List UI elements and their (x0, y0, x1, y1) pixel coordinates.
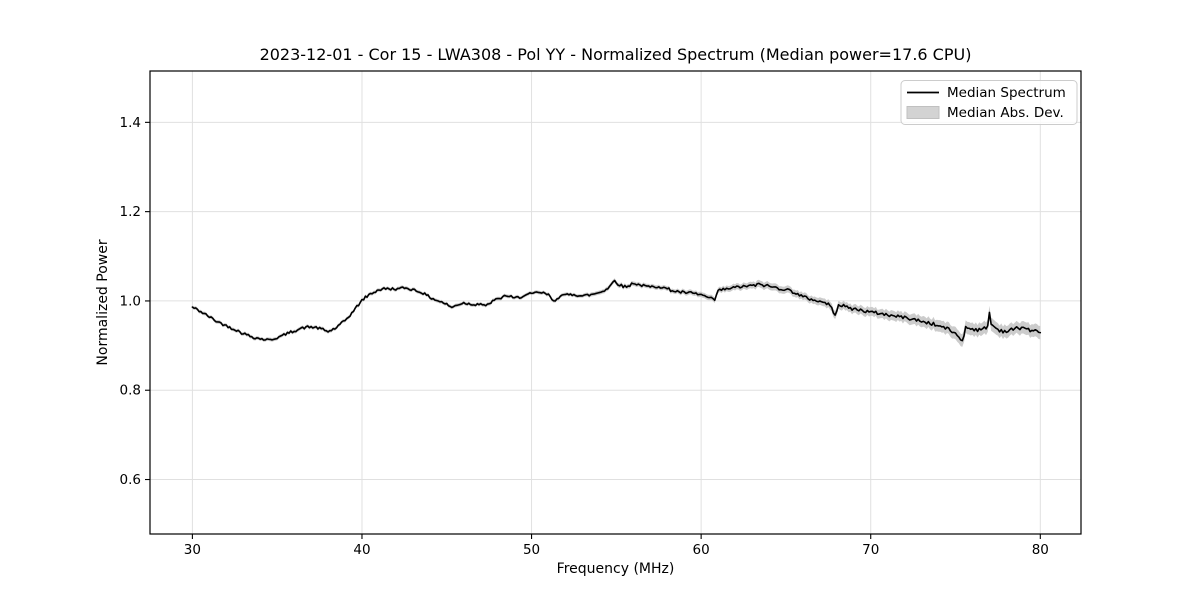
y-tick-label: 1.4 (120, 115, 141, 131)
x-axis-label: Frequency (MHz) (557, 561, 675, 577)
y-axis-label: Normalized Power (95, 239, 111, 365)
mad-band (192, 278, 1041, 347)
axes-frame (149, 70, 1082, 535)
y-tick-label: 1.2 (120, 204, 141, 220)
y-tick-label: 1.0 (120, 293, 141, 309)
x-tick-label: 30 (184, 542, 201, 558)
x-tick-label: 60 (693, 542, 710, 558)
legend: Median Spectrum Median Abs. Dev. (900, 80, 1078, 125)
legend-label-median-spectrum: Median Spectrum (947, 85, 1066, 101)
chart-title: 2023-12-01 - Cor 15 - LWA308 - Pol YY - … (260, 45, 972, 64)
median-spectrum-line (191, 279, 1042, 342)
legend-label-median-abs-dev: Median Abs. Dev. (947, 105, 1064, 121)
legend-patch-sample (906, 106, 940, 119)
x-tick-label: 80 (1032, 542, 1049, 558)
axis-ticks: 30 40 50 60 70 80 0.6 0.8 1.0 1.2 1.4 (120, 115, 1049, 558)
data-layer (191, 278, 1042, 347)
x-tick-label: 70 (862, 542, 879, 558)
x-tick-label: 50 (523, 542, 540, 558)
y-tick-label: 0.6 (120, 472, 141, 488)
x-tick-label: 40 (353, 542, 370, 558)
legend-frame (900, 80, 1078, 125)
y-tick-label: 0.8 (120, 383, 141, 399)
